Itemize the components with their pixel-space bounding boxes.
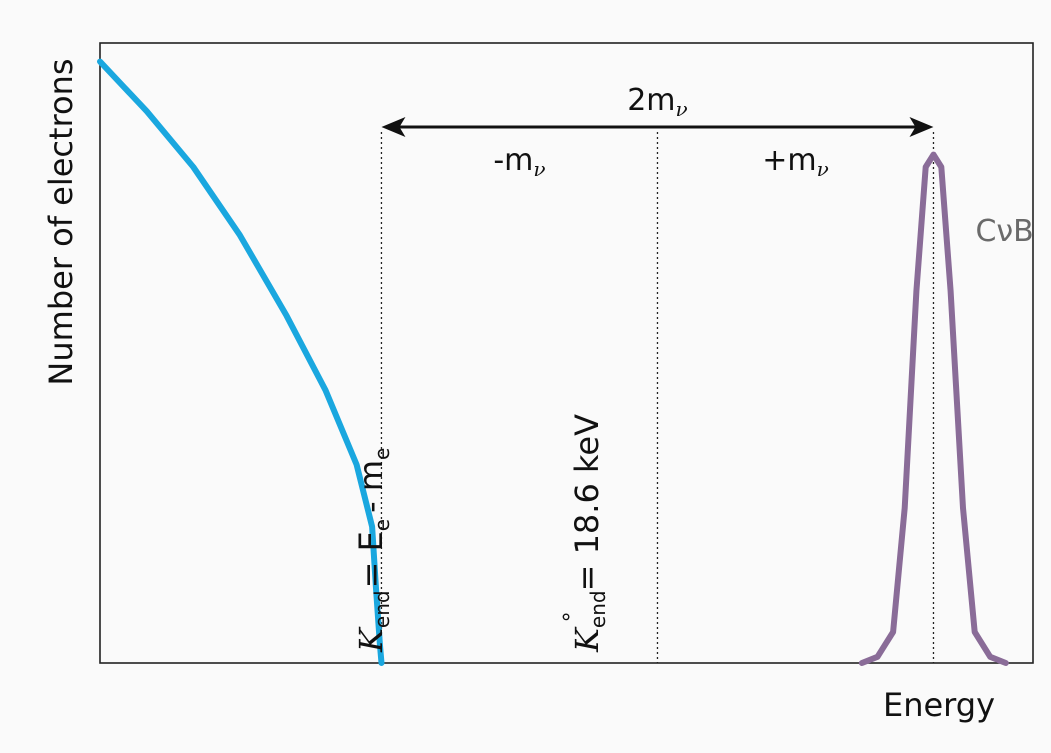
- plus-label-sub: ν: [817, 157, 829, 181]
- arrow-head-right: [909, 117, 934, 137]
- k-end0-main: K: [568, 626, 606, 653]
- minus-label-main: -m: [493, 143, 533, 178]
- k-end-rest-sub: e: [370, 519, 394, 531]
- k-end-tail-sub: e: [370, 448, 394, 460]
- k-end-zero-label: Kend° = 18.6 keV: [560, 414, 610, 653]
- k-end0-sub: end: [586, 590, 610, 628]
- k-end0-sup: °: [560, 611, 585, 622]
- plus-label-main: +m: [762, 143, 816, 178]
- x-axis-label: Energy: [883, 686, 995, 724]
- arrow-head-left: [381, 117, 406, 137]
- cnub-label: CνB: [975, 214, 1033, 249]
- minus-label-sub: ν: [533, 157, 545, 181]
- minus-m-nu-label: -mν: [493, 143, 545, 181]
- arrow-label-main: 2m: [627, 83, 675, 118]
- series-line-0: [97, 58, 385, 666]
- series-line-1: [858, 151, 1009, 666]
- k-end-main: K: [352, 626, 390, 653]
- k-end-sub: end: [370, 590, 394, 628]
- k-end-rest: = E: [352, 531, 390, 588]
- plot-frame: [99, 42, 1034, 664]
- y-axis-label: Number of electrons: [42, 58, 80, 385]
- arrow-label-sub: ν: [676, 97, 688, 121]
- k-end-tail: - m: [352, 460, 390, 513]
- plus-m-nu-label: +mν: [762, 143, 829, 181]
- k-end-label: Kend= Ee- me: [352, 448, 394, 653]
- k-end0-rest: = 18.6 keV: [568, 414, 606, 591]
- arrow-label: 2mν: [627, 83, 687, 121]
